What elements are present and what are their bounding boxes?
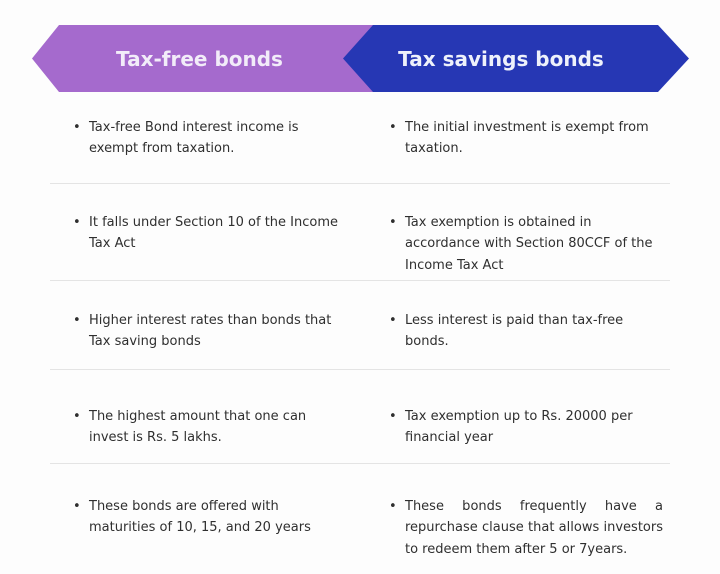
header-label-tax-free-bonds: Tax-free bonds — [116, 46, 283, 71]
table-row: It falls under Section 10 of the Income … — [50, 184, 670, 281]
bullet-item: These bonds are offered with maturities … — [72, 496, 339, 539]
table-row: These bonds are offered with maturities … — [50, 464, 670, 574]
tax-savings-cell: Tax exemption up to Rs. 20000 per financ… — [360, 406, 670, 463]
bullet-item: The initial investment is exempt from ta… — [388, 117, 663, 160]
header-banner-tax-free-bonds: Tax-free bonds — [32, 25, 390, 92]
tax-free-cell: These bonds are offered with maturities … — [50, 496, 360, 574]
table-row: The highest amount that one can invest i… — [50, 370, 670, 464]
tax-savings-cell: These bonds frequently have a repurchase… — [360, 496, 670, 574]
tax-free-cell: Tax-free Bond interest income is exempt … — [50, 117, 360, 183]
tax-savings-cell: The initial investment is exempt from ta… — [360, 117, 670, 183]
table-row: Higher interest rates than bonds that Ta… — [50, 281, 670, 370]
tax-free-cell: It falls under Section 10 of the Income … — [50, 212, 360, 280]
bullet-item: Tax-free Bond interest income is exempt … — [72, 117, 339, 160]
bullet-item: Tax exemption up to Rs. 20000 per financ… — [388, 406, 663, 449]
bullet-item: Less interest is paid than tax-free bond… — [388, 310, 663, 353]
tax-savings-cell: Tax exemption is obtained in accordance … — [360, 212, 670, 280]
header-banner-tax-savings-bonds: Tax savings bonds — [343, 25, 689, 92]
bullet-item: Tax exemption is obtained in accordance … — [388, 212, 663, 276]
header-label-tax-savings-bonds: Tax savings bonds — [398, 46, 604, 71]
table-row: Tax-free Bond interest income is exempt … — [50, 104, 670, 184]
bullet-item: The highest amount that one can invest i… — [72, 406, 339, 449]
bullet-item: It falls under Section 10 of the Income … — [72, 212, 339, 255]
tax-free-cell: The highest amount that one can invest i… — [50, 406, 360, 463]
bullet-item: Higher interest rates than bonds that Ta… — [72, 310, 339, 353]
tax-free-cell: Higher interest rates than bonds that Ta… — [50, 310, 360, 369]
comparison-table: Tax-free Bond interest income is exempt … — [50, 104, 670, 574]
bullet-item: These bonds frequently have a repurchase… — [388, 496, 663, 560]
tax-savings-cell: Less interest is paid than tax-free bond… — [360, 310, 670, 369]
